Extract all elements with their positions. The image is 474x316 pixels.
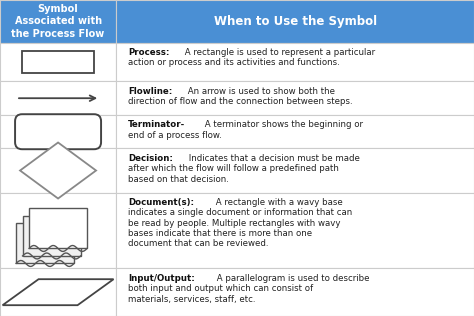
Bar [116, 115, 474, 149]
Text: document that can be reviewed.: document that can be reviewed. [128, 240, 269, 248]
Bar [0, 43, 116, 82]
Bar [0, 82, 116, 115]
Bar [116, 192, 474, 268]
Text: A parallelogram is used to describe: A parallelogram is used to describe [214, 274, 370, 283]
Bar [22, 51, 94, 73]
Text: Decision:: Decision: [128, 154, 173, 163]
Text: after which the flow will follow a predefined path: after which the flow will follow a prede… [128, 164, 339, 173]
Text: based on that decision.: based on that decision. [128, 175, 229, 184]
Bar [0, 115, 116, 149]
Bar [16, 223, 74, 264]
Text: Process:: Process: [128, 48, 170, 57]
FancyBboxPatch shape [15, 114, 101, 149]
Bar [116, 149, 474, 192]
Text: Input/Output:: Input/Output: [128, 274, 195, 283]
Bar [116, 43, 474, 82]
Text: be read by people. Multiple rectangles with wavy: be read by people. Multiple rectangles w… [128, 219, 341, 228]
Bar [0, 0, 116, 43]
Text: bases indicate that there is more than one: bases indicate that there is more than o… [128, 229, 312, 238]
Bar [116, 0, 474, 43]
Bar [116, 82, 474, 115]
Text: indicates a single document or information that can: indicates a single document or informati… [128, 208, 352, 217]
Text: Document(s):: Document(s): [128, 198, 194, 207]
Text: Indicates that a decision must be made: Indicates that a decision must be made [186, 154, 360, 163]
Text: Symbol
Associated with
the Process Flow: Symbol Associated with the Process Flow [11, 4, 105, 39]
Bar [0, 149, 116, 192]
Text: direction of flow and the connection between steps.: direction of flow and the connection bet… [128, 97, 353, 106]
Text: both input and output which can consist of: both input and output which can consist … [128, 284, 313, 293]
Text: Terminator-: Terminator- [128, 120, 185, 130]
Polygon shape [2, 279, 114, 305]
Bar [0, 192, 116, 268]
Text: end of a process flow.: end of a process flow. [128, 131, 222, 140]
Text: A terminator shows the beginning or: A terminator shows the beginning or [202, 120, 363, 130]
Text: When to Use the Symbol: When to Use the Symbol [213, 15, 377, 28]
Text: Flowline:: Flowline: [128, 87, 173, 96]
Text: materials, services, staff, etc.: materials, services, staff, etc. [128, 295, 255, 304]
Text: action or process and its activities and functions.: action or process and its activities and… [128, 58, 340, 68]
Bar [0, 268, 116, 316]
Polygon shape [20, 143, 96, 198]
Text: A rectangle with a wavy base: A rectangle with a wavy base [213, 198, 343, 207]
Bar [23, 216, 81, 256]
Bar [116, 268, 474, 316]
Bar [29, 209, 87, 248]
Text: An arrow is used to show both the: An arrow is used to show both the [185, 87, 335, 96]
Text: A rectangle is used to represent a particular: A rectangle is used to represent a parti… [182, 48, 374, 57]
